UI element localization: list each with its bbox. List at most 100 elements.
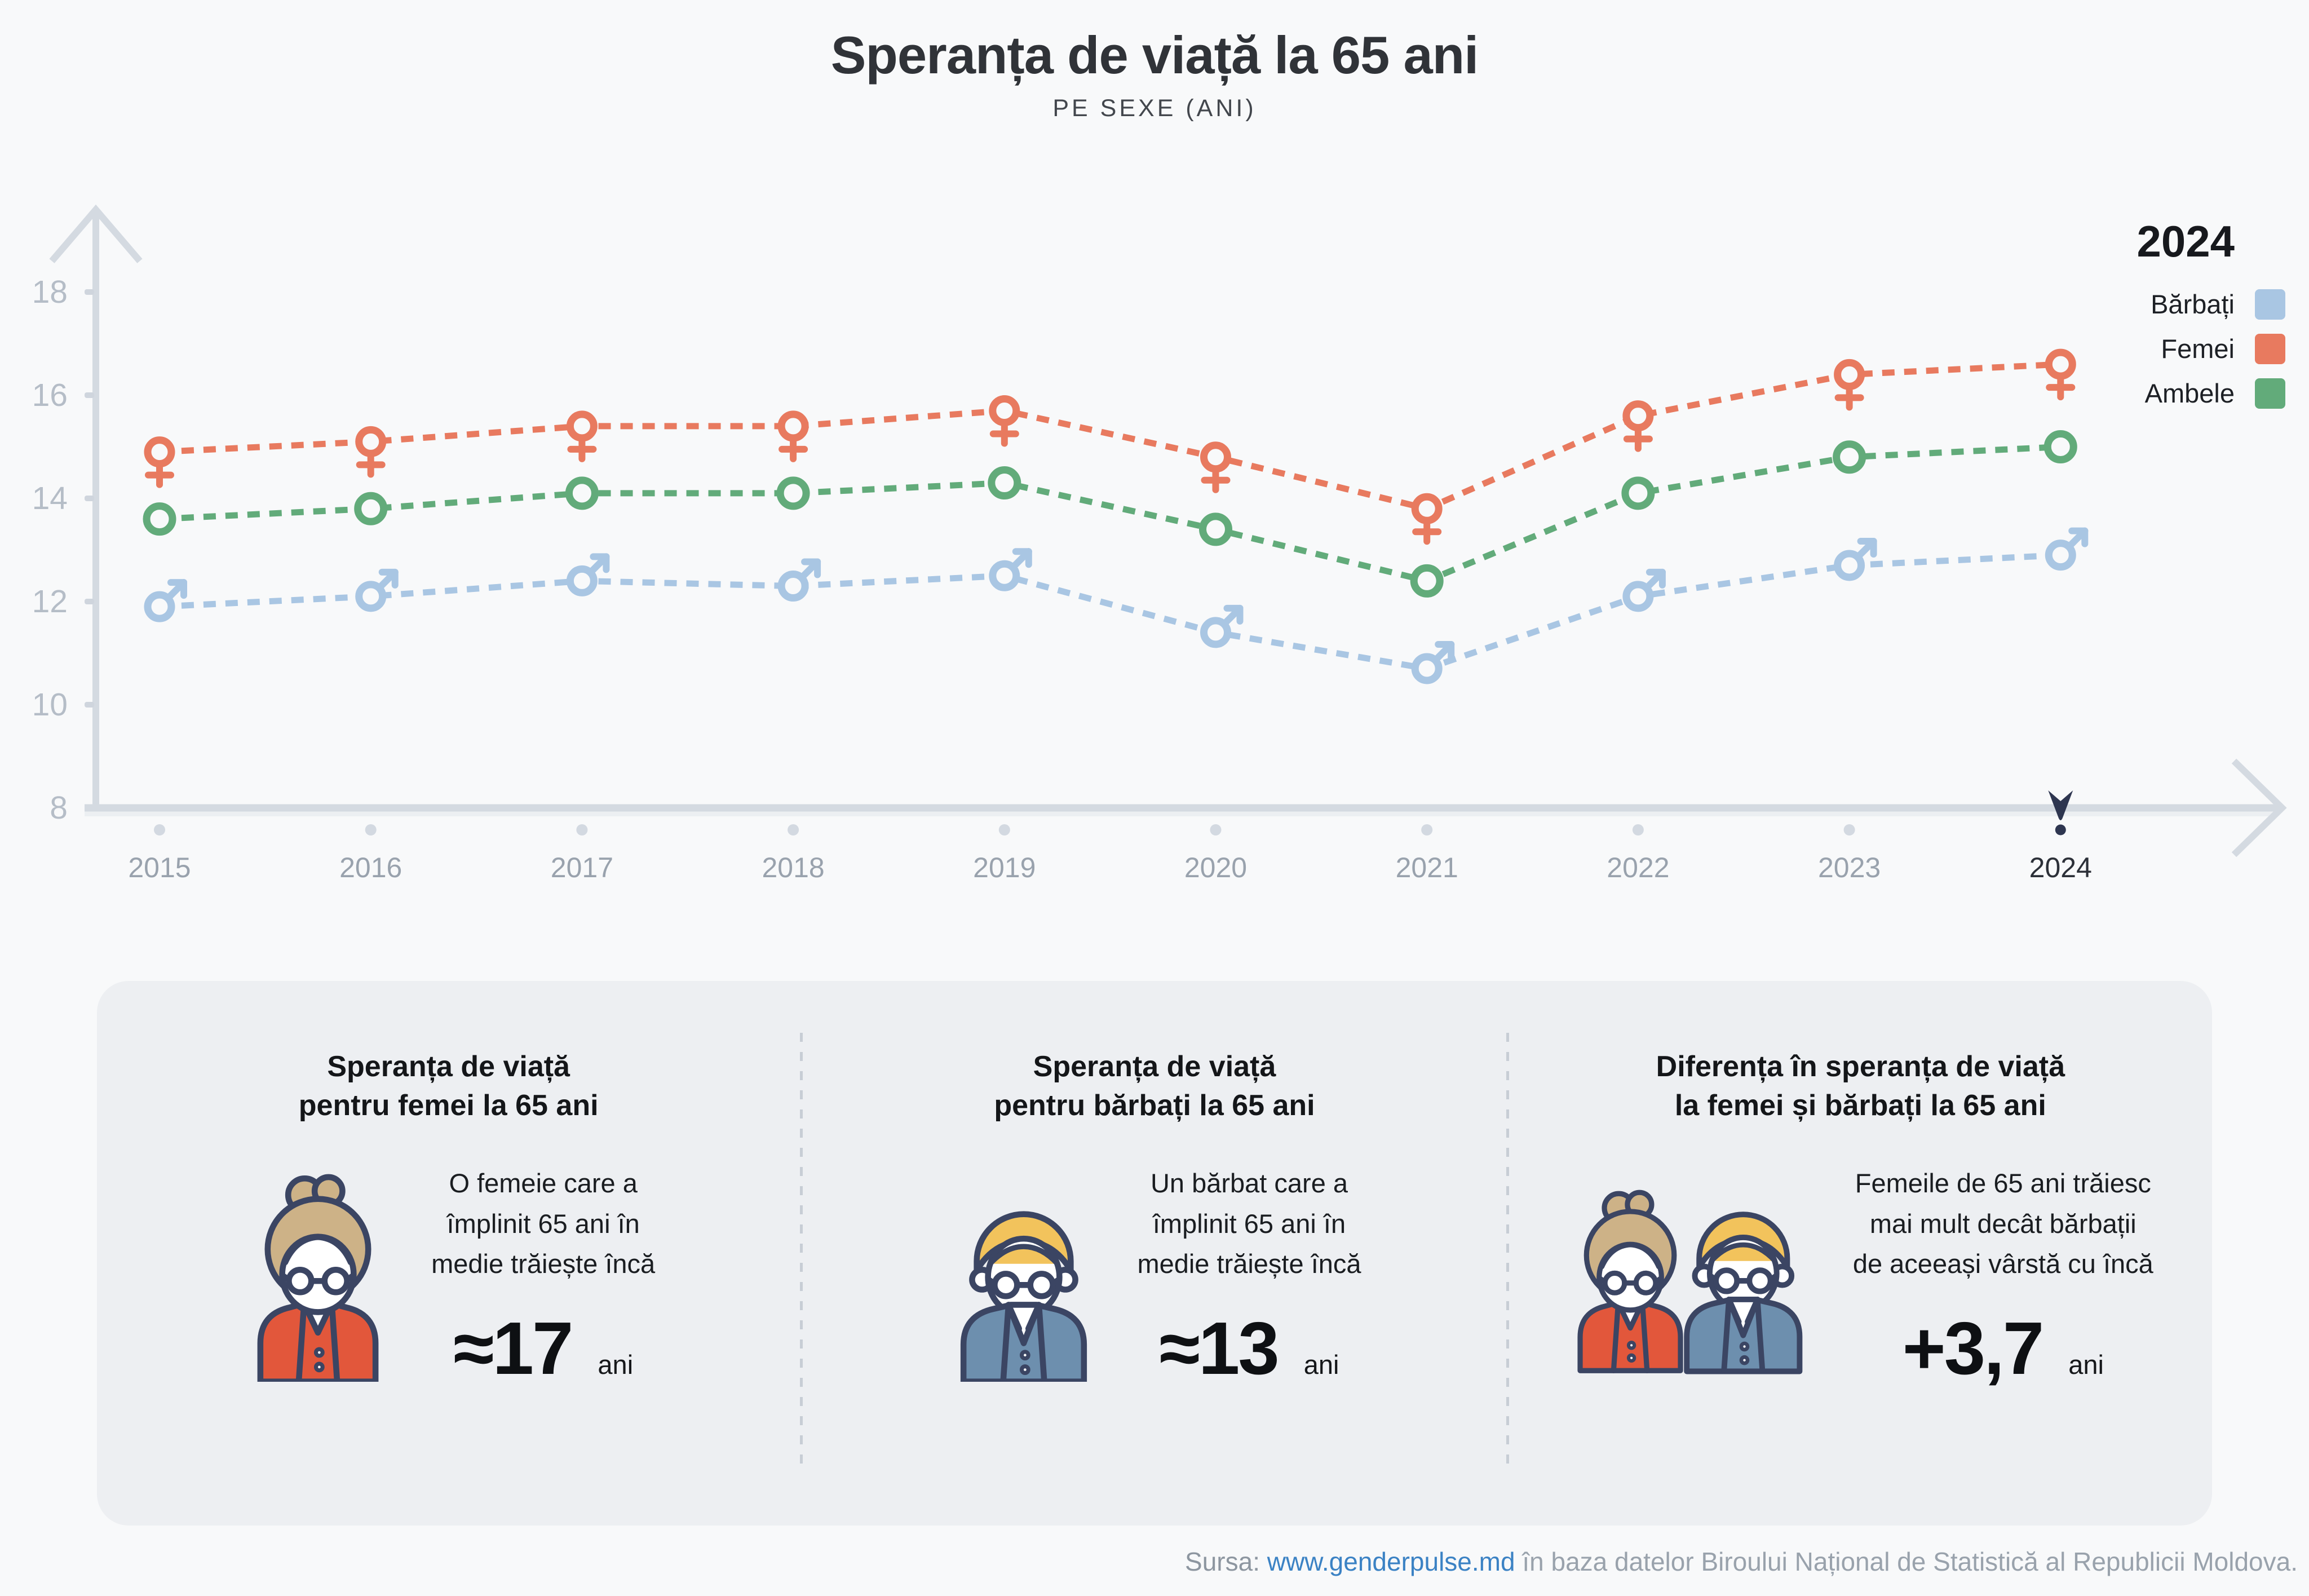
summary-panel: Speranța de viață pentru femei la 65 ani… bbox=[97, 981, 2212, 1526]
year-label-2021[interactable]: 2021 bbox=[1396, 852, 1458, 883]
y-axis-arrow-icon bbox=[49, 204, 143, 263]
card-femei-unit: ani bbox=[598, 1349, 634, 1380]
y-tick-label-10: 10 bbox=[32, 687, 68, 723]
card-femei-title: Speranța de viață pentru femei la 65 ani bbox=[298, 1050, 599, 1122]
legend-label-ambele: Ambele bbox=[2144, 378, 2235, 408]
point-femei-2022[interactable] bbox=[1622, 400, 1654, 452]
series-line-bărbați bbox=[159, 552, 2061, 672]
point-femei-2023[interactable] bbox=[1834, 359, 1865, 411]
source-label: Sursa: bbox=[1185, 1547, 1260, 1576]
point-ambele-2019[interactable] bbox=[988, 466, 1021, 500]
life-expectancy-chart: 8 10 12 14 16 18 2015 2016 2017 2018 2019 2020 2021 2… bbox=[32, 204, 2287, 883]
point-bărbați-2024[interactable] bbox=[2045, 527, 2089, 571]
source-link[interactable]: www.genderpulse.md bbox=[1267, 1547, 1515, 1576]
point-bărbați-2017[interactable] bbox=[566, 553, 610, 596]
point-bărbați-2022[interactable] bbox=[1622, 568, 1666, 612]
series-line-ambele bbox=[159, 444, 2061, 585]
point-ambele-2021[interactable] bbox=[1410, 564, 1444, 598]
point-femei-2018[interactable] bbox=[777, 410, 809, 462]
legend-item-femei[interactable]: Femei bbox=[2161, 333, 2285, 364]
point-femei-2016[interactable] bbox=[355, 426, 387, 478]
y-tick-label-18: 18 bbox=[32, 274, 68, 310]
card-diferenta-value: +3,7 bbox=[1902, 1306, 2045, 1390]
point-femei-2020[interactable] bbox=[1200, 441, 1231, 493]
timeline-dot-2021[interactable] bbox=[1421, 824, 1433, 835]
timeline-dot-2019[interactable] bbox=[998, 824, 1010, 835]
timeline-dot-2024[interactable] bbox=[2055, 824, 2066, 835]
year-label-2019[interactable]: 2019 bbox=[973, 852, 1036, 883]
header: Speranța de viață la 65 ani PE SEXE (ANI… bbox=[0, 25, 2309, 122]
card-diferenta-unit: ani bbox=[2068, 1349, 2104, 1380]
point-ambele-2022[interactable] bbox=[1621, 476, 1655, 510]
elderly-man-icon bbox=[948, 1163, 1100, 1382]
year-label-2023[interactable]: 2023 bbox=[1818, 852, 1881, 883]
timeline-dot-2018[interactable] bbox=[788, 824, 799, 835]
point-ambele-2023[interactable] bbox=[1833, 440, 1866, 474]
card-barbati-title: Speranța de viață pentru bărbați la 65 a… bbox=[994, 1050, 1315, 1122]
timeline-dot-2022[interactable] bbox=[1632, 824, 1644, 835]
page-subtitle: PE SEXE (ANI) bbox=[1052, 95, 1257, 122]
card-divider bbox=[800, 1033, 803, 1474]
year-label-2017[interactable]: 2017 bbox=[551, 852, 613, 883]
legend-item-ambele[interactable]: Ambele bbox=[2145, 378, 2285, 409]
y-tick-label-8: 8 bbox=[50, 790, 68, 826]
point-bărbați-2016[interactable] bbox=[355, 568, 399, 612]
point-ambele-2020[interactable] bbox=[1199, 512, 1232, 546]
point-femei-2019[interactable] bbox=[989, 395, 1020, 447]
selected-year-cursor[interactable] bbox=[2048, 790, 2073, 820]
point-femei-2021[interactable] bbox=[1411, 493, 1443, 545]
point-ambele-2016[interactable] bbox=[354, 492, 388, 525]
year-label-2020[interactable]: 2020 bbox=[1184, 852, 1247, 883]
point-bărbați-2023[interactable] bbox=[1834, 537, 1877, 581]
legend-label-barbati: Bărbați bbox=[2151, 289, 2235, 319]
timeline-dot-2023[interactable] bbox=[1843, 824, 1855, 835]
y-tick-14 bbox=[85, 496, 94, 501]
point-bărbați-2021[interactable] bbox=[1411, 640, 1455, 684]
y-tick-label-14: 14 bbox=[32, 480, 68, 516]
point-femei-2017[interactable] bbox=[566, 410, 598, 462]
card-divider bbox=[1506, 1033, 1509, 1474]
timeline-dot-2016[interactable] bbox=[365, 824, 377, 835]
point-ambele-2015[interactable] bbox=[143, 502, 176, 536]
point-bărbați-2018[interactable] bbox=[777, 558, 821, 602]
year-label-2018[interactable]: 2018 bbox=[762, 852, 824, 883]
y-tick-18 bbox=[85, 289, 94, 295]
card-femei-value: ≈17 bbox=[453, 1306, 573, 1390]
legend-swatch-femei bbox=[2255, 333, 2285, 364]
y-tick-16 bbox=[85, 392, 94, 398]
series-line-femei bbox=[159, 361, 2061, 512]
card-barbati-unit: ani bbox=[1303, 1349, 1339, 1380]
year-label-2015[interactable]: 2015 bbox=[128, 852, 191, 883]
legend-selected-year: 2024 bbox=[2137, 216, 2235, 266]
x-axis-arrow-icon bbox=[2231, 758, 2287, 857]
card-barbati-value: ≈13 bbox=[1159, 1306, 1279, 1390]
point-femei-2015[interactable] bbox=[144, 436, 175, 488]
legend-swatch-barbati bbox=[2255, 289, 2285, 320]
timeline-dot-2017[interactable] bbox=[576, 824, 588, 835]
elderly-couple-icon bbox=[1568, 1163, 1816, 1375]
card-barbati: Speranța de viață pentru bărbați la 65 a… bbox=[803, 981, 1506, 1526]
card-barbati-text: Un bărbat care a împlinit 65 ani în medi… bbox=[1137, 1163, 1361, 1405]
timeline-dot-2020[interactable] bbox=[1210, 824, 1222, 835]
y-tick-label-12: 12 bbox=[32, 583, 68, 620]
point-ambele-2018[interactable] bbox=[776, 476, 810, 510]
card-diferenta-text: Femeile de 65 ani trăiesc mai mult decât… bbox=[1853, 1163, 2153, 1405]
point-ambele-2017[interactable] bbox=[565, 476, 599, 510]
point-ambele-2024[interactable] bbox=[2043, 430, 2077, 463]
point-bărbați-2015[interactable] bbox=[144, 579, 187, 622]
card-femei-text: O femeie care a împlinit 65 ani în medie… bbox=[431, 1163, 655, 1405]
y-tick-12 bbox=[85, 599, 94, 604]
card-diferenta-title: Diferența în speranța de viață la femei … bbox=[1656, 1050, 2065, 1122]
point-bărbați-2019[interactable] bbox=[989, 548, 1032, 591]
year-label-2022[interactable]: 2022 bbox=[1607, 852, 1669, 883]
card-diferenta: Diferența în speranța de viață la femei … bbox=[1509, 981, 2212, 1526]
year-label-2016[interactable]: 2016 bbox=[339, 852, 402, 883]
timeline-dot-2015[interactable] bbox=[154, 824, 165, 835]
legend-swatch-ambele bbox=[2255, 378, 2285, 409]
year-label-2024[interactable]: 2024 bbox=[2029, 852, 2092, 883]
legend-item-barbati[interactable]: Bărbați bbox=[2151, 289, 2285, 320]
legend: 2024 Bărbați Femei Ambele bbox=[2137, 216, 2285, 409]
point-femei-2024[interactable] bbox=[2045, 348, 2076, 401]
point-bărbați-2020[interactable] bbox=[1200, 604, 1244, 648]
elderly-woman-icon bbox=[242, 1163, 394, 1382]
